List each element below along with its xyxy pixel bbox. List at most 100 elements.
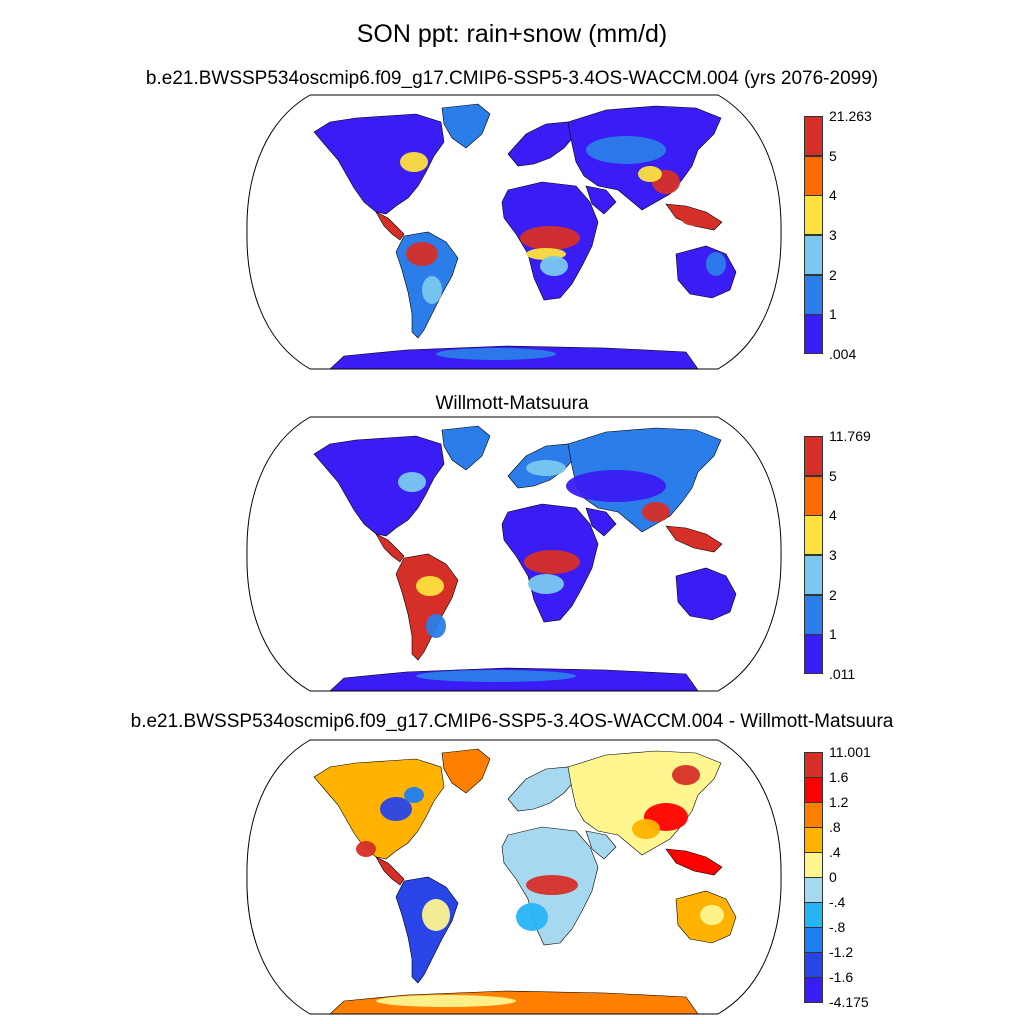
- precip-region: [526, 875, 578, 895]
- precip-region: [672, 765, 700, 785]
- colorbar-swatch: [804, 594, 823, 635]
- landmass-camerica: [375, 211, 405, 241]
- precip-region: [540, 256, 568, 276]
- landmass-arabia: [585, 830, 617, 860]
- land-layer: [313, 425, 737, 691]
- precip-region: [682, 214, 710, 226]
- colorbar-label: 11.769: [829, 428, 871, 444]
- precip-region: [516, 903, 548, 931]
- model-precip-map: [246, 94, 782, 370]
- colorbar-label: 2: [829, 266, 837, 283]
- colorbar-swatch: [804, 977, 823, 1003]
- landmass-europe: [507, 766, 577, 812]
- colorbar-label: 1.2: [829, 794, 849, 810]
- precip-region: [526, 460, 566, 476]
- landmass-australia: [675, 567, 737, 621]
- colorbar-swatch: [804, 927, 823, 953]
- colorbar-label: 1: [829, 306, 837, 323]
- precip-region: [524, 550, 580, 574]
- colorbar-swatch: [804, 116, 823, 157]
- colorbar-swatch: [804, 827, 823, 853]
- model-colorbar: 21.263 5 4 3 2 1 .004: [804, 109, 924, 370]
- precip-region: [436, 348, 556, 360]
- colorbar-label: 0: [829, 869, 837, 885]
- landmass-seasia: [665, 848, 723, 876]
- precip-region: [638, 166, 662, 182]
- colorbar-label: 5: [829, 467, 837, 484]
- colorbar-label: 1.6: [829, 769, 849, 785]
- precip-region: [380, 797, 412, 821]
- landmass-arabia: [585, 507, 617, 537]
- colorbar-label: .4: [829, 844, 841, 860]
- colorbar-label: 3: [829, 547, 837, 563]
- precip-region: [400, 152, 428, 172]
- precip-region: [528, 574, 564, 594]
- colorbar-swatch: [804, 777, 823, 803]
- map-frame: [246, 739, 782, 1015]
- colorbar-label: .8: [829, 819, 841, 835]
- obs-panel-title: Willmott-Matsuura: [435, 393, 589, 414]
- colorbar-label: 4: [829, 187, 837, 204]
- colorbar-swatch: [804, 235, 823, 276]
- colorbar-swatch: [804, 314, 823, 355]
- precip-region: [520, 226, 580, 250]
- landmass-camerica: [375, 533, 405, 563]
- landmass-namerica: [313, 113, 445, 215]
- colorbar-label: -1.6: [829, 969, 854, 985]
- colorbar-label: 2: [829, 586, 837, 603]
- precip-region: [422, 276, 442, 304]
- colorbar-label: 21.263: [829, 108, 872, 124]
- colorbar-label: .004: [829, 346, 857, 362]
- colorbar-label: 3: [829, 227, 837, 243]
- colorbar-swatch: [804, 155, 823, 196]
- landmass-europe: [507, 121, 577, 167]
- precip-region: [406, 242, 438, 266]
- main-title: SON ppt: rain+snow (mm/d): [356, 20, 668, 48]
- colorbar-label: 11.001: [829, 744, 871, 760]
- colorbar-label: 5: [829, 147, 837, 164]
- colorbar-swatch: [804, 436, 823, 477]
- colorbar-label: 1: [829, 626, 837, 643]
- colorbar-label: -1.2: [829, 944, 854, 960]
- precip-region: [356, 841, 376, 857]
- landmass-samerica: [395, 553, 459, 661]
- precip-region: [566, 470, 666, 502]
- colorbar-swatch: [804, 475, 823, 516]
- colorbar-swatch: [804, 877, 823, 903]
- precip-region: [422, 899, 450, 931]
- colorbar-label: -.8: [829, 919, 846, 935]
- colorbar-swatch: [804, 852, 823, 878]
- precip-region: [416, 576, 444, 596]
- precip-region: [404, 787, 424, 803]
- landmass-greenland: [441, 748, 491, 794]
- difference-precip-map: [246, 739, 782, 1015]
- precip-region: [398, 472, 426, 492]
- model-panel-title: b.e21.BWSSP534oscmip6.f09_g17.CMIP6-SSP5…: [145, 68, 879, 89]
- precip-region: [642, 502, 670, 522]
- colorbar-label: -.4: [829, 894, 846, 910]
- precip-region: [700, 905, 724, 925]
- landmass-namerica: [313, 435, 445, 537]
- colorbar-swatch: [804, 195, 823, 236]
- precip-region: [586, 136, 666, 164]
- landmass-greenland: [441, 425, 491, 471]
- diff-panel-title: b.e21.BWSSP534oscmip6.f09_g17.CMIP6-SSP5…: [130, 711, 894, 732]
- landmass-namerica: [313, 758, 445, 860]
- precip-region: [426, 614, 446, 638]
- colorbar-label: .011: [829, 666, 856, 682]
- colorbar-swatch: [804, 274, 823, 315]
- colorbar-swatch: [804, 752, 823, 778]
- colorbar-swatch: [804, 515, 823, 556]
- landmass-camerica: [375, 856, 405, 886]
- precip-region: [706, 252, 726, 276]
- precip-region: [376, 995, 516, 1007]
- precip-region: [632, 819, 660, 839]
- landmass-seasia: [665, 525, 723, 553]
- map-frame: [246, 94, 782, 370]
- colorbar-swatch: [804, 555, 823, 596]
- colorbar-swatch: [804, 802, 823, 828]
- landmass-arabia: [585, 185, 617, 215]
- colorbar-label: 4: [829, 507, 837, 524]
- colorbar-swatch: [804, 952, 823, 978]
- land-layer: [313, 103, 737, 369]
